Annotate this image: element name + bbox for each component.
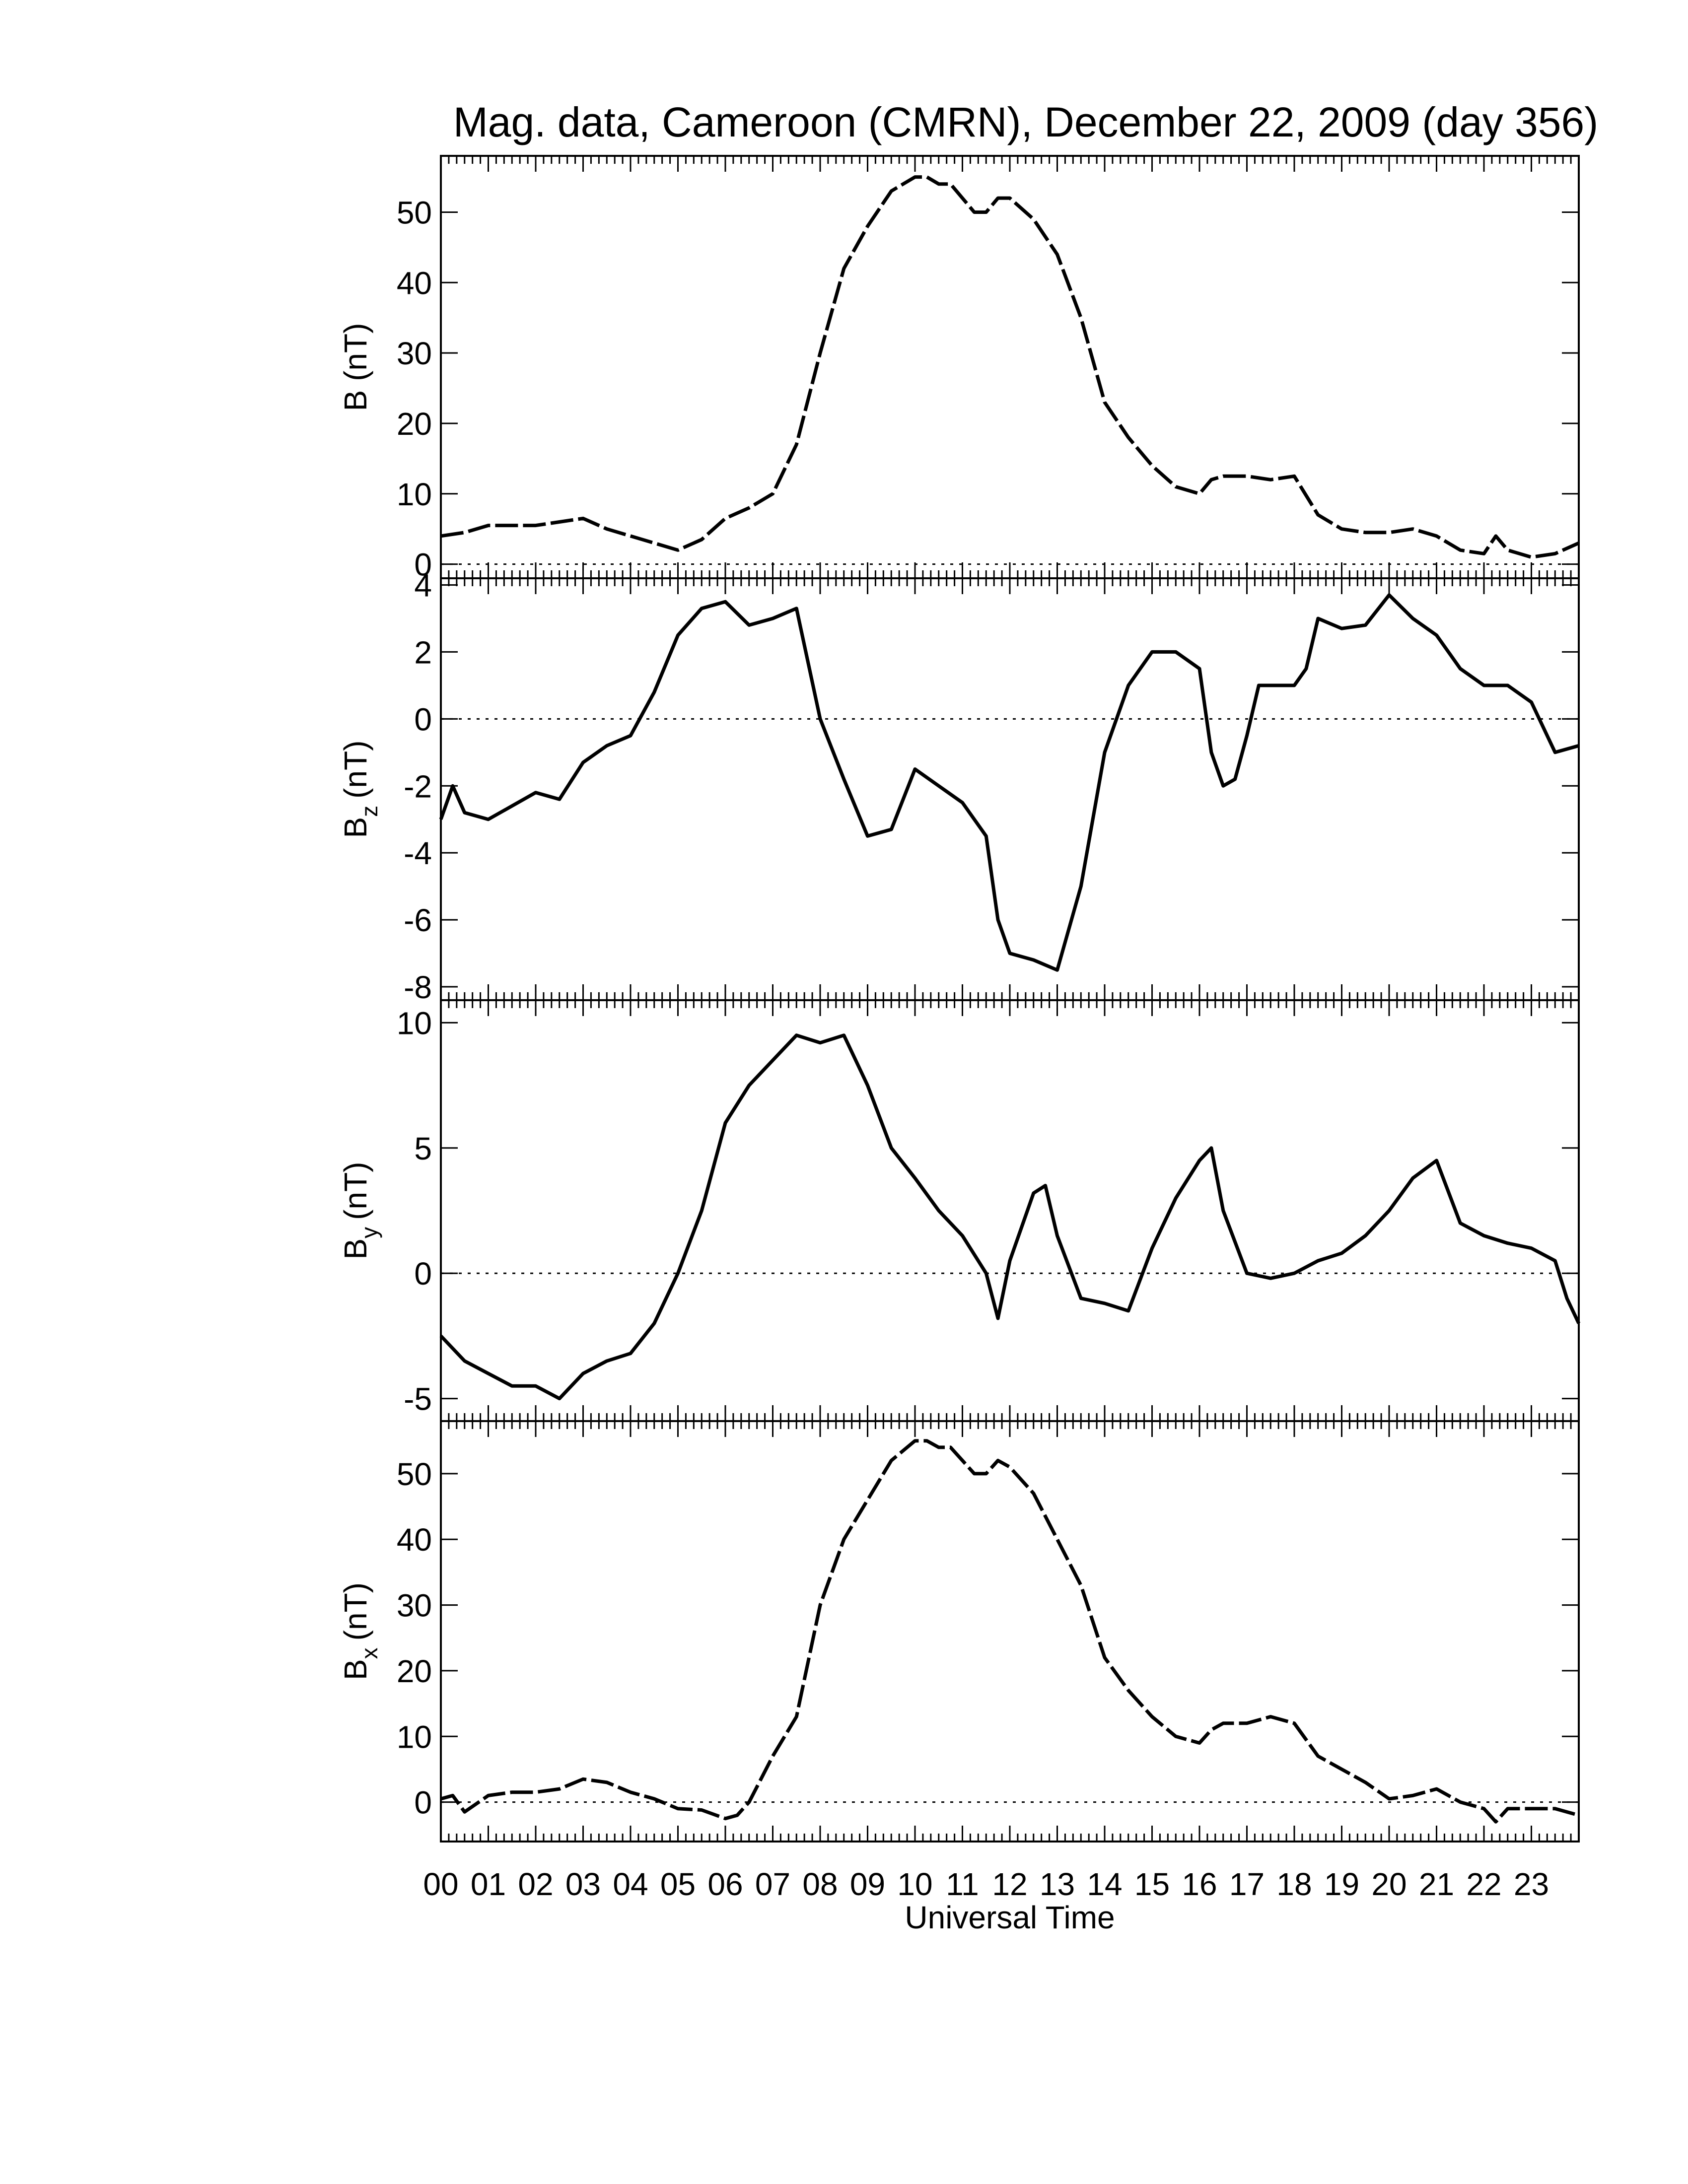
x-tick-label: 04	[613, 1866, 648, 1902]
y-tick-label: 20	[397, 1653, 432, 1689]
y-tick-label: 20	[397, 406, 432, 442]
y-tick-label: 50	[397, 195, 432, 230]
panel-b-series-line	[440, 175, 1580, 559]
x-tick-label: 19	[1324, 1866, 1359, 1902]
x-tick-label: 02	[518, 1866, 553, 1902]
y-tick-label: -4	[404, 835, 432, 871]
panel-bx-ylabel-main: B	[338, 1659, 373, 1680]
x-tick-label: 18	[1276, 1866, 1312, 1902]
panel-bz-y-ticks: -8 -6 -4 -2 0 2 4	[404, 567, 1579, 1005]
x-tick-label: 22	[1466, 1866, 1501, 1902]
x-tick-label: 16	[1182, 1866, 1217, 1902]
x-tick-label: 23	[1514, 1866, 1549, 1902]
panel-bx-ylabel-sub: x	[356, 1647, 382, 1659]
panel-bz-frame	[440, 577, 1580, 1001]
x-axis-label: Universal Time	[905, 1900, 1115, 1935]
panel-bz-ylabel: Bz (nT)	[338, 741, 382, 838]
x-tick-label: 03	[565, 1866, 601, 1902]
y-tick-label: 40	[397, 265, 432, 301]
panel-bx: 0 10 20 30 40 50 Bx (nT)	[338, 1420, 1580, 1843]
panel-bz: -8 -6 -4 -2 0 2 4 Bz (nT)	[338, 567, 1580, 1005]
x-tick-label: 14	[1087, 1866, 1122, 1902]
x-tick-label: 05	[660, 1866, 696, 1902]
y-tick-label: 10	[397, 1005, 432, 1041]
y-tick-label: 0	[414, 701, 432, 737]
panel-bz-ylabel-unit: (nT)	[338, 741, 373, 799]
panel-b-y-ticks: 0 10 20 30 40 50	[397, 195, 1579, 583]
y-tick-label: 50	[397, 1456, 432, 1492]
y-tick-label: -8	[404, 969, 432, 1005]
y-tick-label: -6	[404, 902, 432, 938]
panel-bz-ylabel-main: B	[338, 817, 373, 838]
panel-bx-frame	[440, 1420, 1580, 1843]
x-tick-label: 09	[850, 1866, 885, 1902]
y-tick-label: -5	[404, 1381, 432, 1417]
x-tick-labels: 00 01 02 03 04 05 06 07 08 09 10 11 12 13 14 15 16 17 18 19…	[423, 1866, 1549, 1902]
y-tick-label: 10	[397, 477, 432, 512]
y-tick-label: 4	[414, 567, 432, 603]
panel-bx-ylabel-unit: (nT)	[338, 1582, 373, 1640]
panel-b-x-ticks	[440, 156, 1580, 578]
panel-bx-x-ticks	[440, 1421, 1580, 1842]
x-tick-label: 00	[423, 1866, 458, 1902]
panel-b-frame	[440, 155, 1580, 579]
panel-bx-ylabel: Bx (nT)	[338, 1582, 382, 1680]
x-tick-label: 21	[1419, 1866, 1454, 1902]
y-tick-label: 0	[414, 1785, 432, 1821]
panel-by-ylabel-main: B	[338, 1238, 373, 1260]
panel-by-x-ticks	[440, 1000, 1580, 1421]
y-tick-label: 30	[397, 1588, 432, 1624]
x-tick-label: 06	[707, 1866, 743, 1902]
panel-b-ylabel: B (nT)	[338, 323, 373, 411]
panel-b-ylabel-main: B (nT)	[338, 323, 373, 411]
x-tick-label: 13	[1040, 1866, 1075, 1902]
panel-bx-series-line	[440, 1439, 1579, 1824]
y-tick-label: 5	[414, 1131, 432, 1166]
x-tick-label: 12	[992, 1866, 1027, 1902]
x-tick-label: 17	[1229, 1866, 1265, 1902]
y-tick-label: 10	[397, 1719, 432, 1755]
panel-by-ylabel-sub: y	[356, 1227, 382, 1238]
x-tick-label: 07	[755, 1866, 790, 1902]
y-tick-label: 40	[397, 1522, 432, 1558]
x-tick-label: 20	[1371, 1866, 1407, 1902]
x-tick-label: 10	[897, 1866, 932, 1902]
panel-b: 0 10 20 30 40 50 B (nT)	[338, 155, 1580, 583]
panel-bz-series-line	[439, 593, 1579, 972]
x-tick-label: 15	[1134, 1866, 1170, 1902]
chart-title: Mag. data, Cameroon (CMRN), December 22,…	[453, 99, 1598, 145]
y-tick-label: 0	[414, 1256, 432, 1292]
panel-by: -5 0 5 10 By (nT)	[338, 999, 1581, 1422]
x-tick-label: 08	[802, 1866, 838, 1902]
panel-bz-x-ticks	[440, 578, 1580, 1000]
y-tick-label: -2	[404, 768, 432, 804]
panel-by-series-line	[439, 1033, 1581, 1401]
panel-by-ylabel: By (nT)	[338, 1162, 382, 1260]
y-tick-label: 0	[414, 547, 432, 583]
x-tick-label: 11	[946, 1866, 979, 1902]
panel-by-ylabel-unit: (nT)	[338, 1162, 373, 1220]
panel-bx-y-ticks: 0 10 20 30 40 50	[397, 1456, 1579, 1821]
x-tick-label: 01	[471, 1866, 506, 1902]
y-tick-label: 30	[397, 336, 432, 371]
panel-by-y-ticks: -5 0 5 10	[397, 1005, 1579, 1417]
panel-bz-ylabel-sub: z	[356, 806, 382, 817]
y-tick-label: 2	[414, 634, 432, 670]
